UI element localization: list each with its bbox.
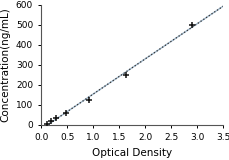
Y-axis label: Concentration(ng/mL): Concentration(ng/mL) <box>0 7 10 122</box>
X-axis label: Optical Density: Optical Density <box>92 148 172 158</box>
